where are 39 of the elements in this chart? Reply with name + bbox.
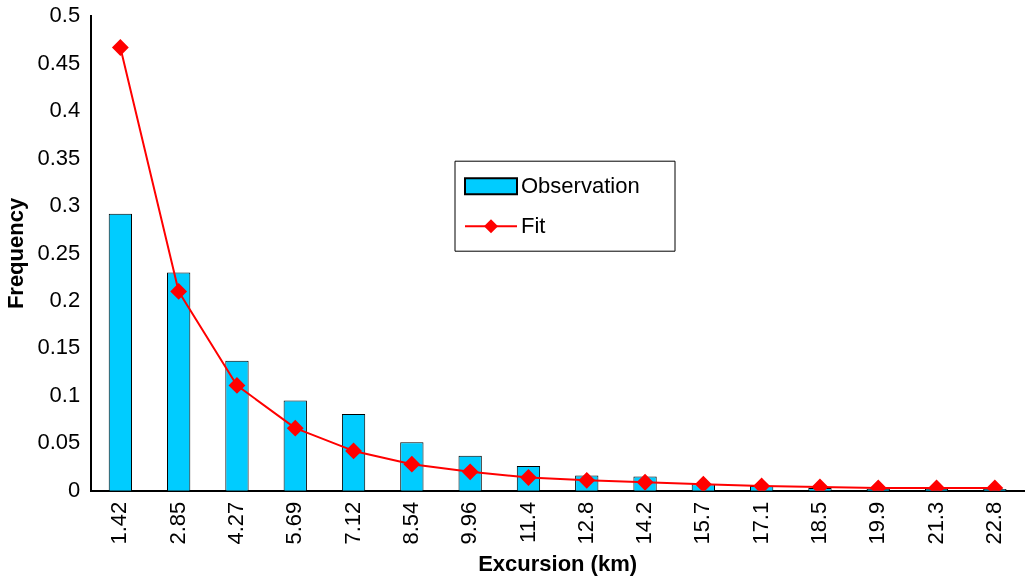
x-tick-label: 9.96: [456, 501, 482, 545]
y-tick-label: 0.05: [37, 429, 81, 455]
x-tick-label: 19.9: [864, 501, 890, 545]
y-tick-label: 0.1: [49, 381, 81, 407]
y-tick-label: 0.3: [49, 192, 81, 218]
x-tick-label: 1.42: [106, 501, 132, 545]
x-tick-label: 5.69: [281, 501, 307, 545]
point: [753, 478, 770, 491]
point: [112, 39, 129, 56]
y-tick-label: 0.2: [49, 287, 81, 313]
x-tick-label: 17.1: [747, 501, 773, 545]
y-tick-label: 0.45: [37, 49, 81, 75]
x-tick-label: 8.54: [397, 501, 423, 545]
point: [170, 283, 187, 300]
x-tick-label: 18.5: [806, 501, 832, 545]
x-tick-label: 21.3: [922, 501, 948, 545]
point: [695, 476, 712, 491]
y-tick-label: 0: [67, 476, 81, 502]
x-tick-label: 2.85: [164, 501, 190, 545]
y-axis-title: Frequency: [3, 197, 29, 310]
y-tick-label: 0.15: [37, 334, 81, 360]
legend-label: Observation: [521, 173, 640, 199]
x-tick-label: 7.12: [339, 501, 365, 545]
point: [345, 442, 362, 459]
point: [228, 377, 245, 394]
legend-label: Fit: [521, 213, 546, 239]
x-tick-label: 12.8: [572, 501, 598, 545]
x-tick-label: 22.8: [980, 501, 1006, 545]
x-tick-label: 11.4: [514, 501, 540, 543]
y-tick-label: 0.5: [49, 2, 81, 28]
y-tick-label: 0.4: [49, 97, 81, 123]
x-tick-label: 14.2: [631, 501, 657, 545]
y-tick-label: 0.35: [37, 144, 81, 170]
x-tick-label: 15.7: [689, 501, 715, 545]
x-axis-title: Excursion (km): [478, 550, 638, 576]
point: [287, 420, 304, 437]
y-tick-label: 0.25: [37, 239, 81, 265]
point: [578, 472, 595, 489]
x-tick-label: 4.27: [223, 501, 249, 545]
